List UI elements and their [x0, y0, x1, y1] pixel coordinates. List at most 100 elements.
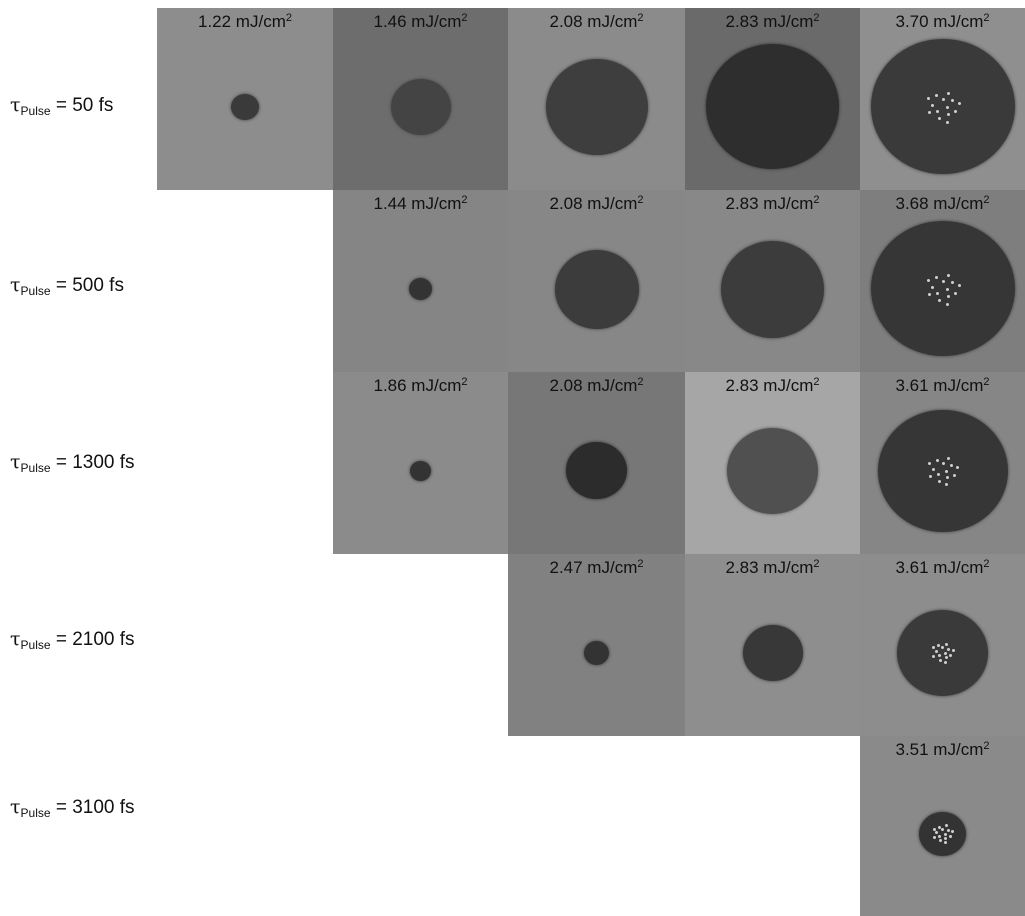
damage-speckle: [957, 283, 961, 287]
damage-speckle: [944, 824, 948, 828]
damage-speckle: [945, 469, 949, 473]
fluence-exponent: 2: [813, 558, 820, 570]
damage-speckle: [931, 646, 935, 650]
damage-speckle: [927, 111, 931, 115]
damage-speckle: [930, 103, 934, 107]
pulse-duration-value: = 50 fs: [50, 95, 114, 116]
fluence-label: 1.22 mJ/cm2: [157, 12, 333, 32]
damage-speckle: [941, 279, 945, 283]
damage-speckle: [938, 835, 942, 839]
damage-speckle: [936, 473, 940, 477]
fluence-exponent: 2: [983, 194, 990, 206]
damage-speckle: [944, 656, 948, 660]
damage-speckle: [943, 651, 947, 655]
damage-speckle: [949, 464, 953, 467]
fluence-label: 2.83 mJ/cm2: [685, 194, 860, 214]
micrograph-panel: 2.08 mJ/cm2: [508, 372, 685, 554]
tau-subscript: Pulse: [20, 638, 51, 652]
micrograph-panel: 1.46 mJ/cm2: [333, 8, 508, 190]
damage-speckle: [937, 644, 941, 648]
tau-symbol: τ: [10, 274, 21, 296]
tau-symbol: τ: [10, 628, 21, 650]
fluence-label: 1.46 mJ/cm2: [333, 12, 508, 32]
damage-speckle: [946, 456, 950, 460]
micrograph-panel: 3.51 mJ/cm2: [860, 736, 1025, 916]
damage-speckle: [950, 830, 954, 834]
fluence-value: 3.61 mJ/cm: [895, 558, 984, 577]
pulse-duration-value: = 2100 fs: [50, 629, 135, 650]
micrograph-panel: 2.08 mJ/cm2: [508, 8, 685, 190]
fluence-value: 2.08 mJ/cm: [549, 194, 638, 213]
ablation-spot: [554, 249, 639, 329]
fluence-value: 3.61 mJ/cm: [895, 376, 984, 395]
damage-speckle: [941, 97, 945, 101]
damage-speckle: [932, 655, 936, 659]
damage-speckle: [945, 642, 949, 646]
fluence-label: 2.08 mJ/cm2: [508, 376, 685, 396]
damage-speckle: [950, 281, 954, 285]
ablation-spot: [584, 641, 609, 666]
tau-symbol: τ: [10, 451, 21, 473]
damage-speckle: [954, 110, 958, 114]
ablation-spot: [410, 461, 431, 482]
damage-speckle: [950, 99, 954, 103]
micrograph-panel: 3.68 mJ/cm2: [860, 190, 1025, 372]
damage-speckle: [954, 292, 958, 296]
damage-speckle: [935, 459, 939, 463]
ablation-spot: [706, 44, 839, 170]
damage-speckle: [938, 480, 942, 484]
fluence-label: 2.83 mJ/cm2: [685, 376, 860, 396]
damage-speckle: [951, 649, 955, 653]
fluence-value: 2.83 mJ/cm: [725, 558, 814, 577]
damage-speckle: [941, 646, 945, 650]
fluence-exponent: 2: [813, 376, 820, 388]
fluence-label: 1.44 mJ/cm2: [333, 194, 508, 214]
damage-speckle: [946, 828, 950, 832]
damage-speckle: [937, 117, 941, 121]
micrograph-panel: 1.44 mJ/cm2: [333, 190, 508, 372]
fluence-value: 2.08 mJ/cm: [549, 12, 638, 31]
fluence-label: 3.61 mJ/cm2: [860, 376, 1025, 396]
fluence-value: 2.47 mJ/cm: [549, 558, 638, 577]
fluence-exponent: 2: [461, 376, 468, 388]
damage-speckle: [927, 461, 931, 465]
fluence-value: 1.46 mJ/cm: [373, 12, 462, 31]
ablation-spot: [897, 610, 988, 697]
fluence-exponent: 2: [637, 12, 644, 24]
ablation-spot: [566, 442, 627, 500]
micrograph-panel: 2.08 mJ/cm2: [508, 190, 685, 372]
fluence-value: 3.68 mJ/cm: [895, 194, 984, 213]
damage-speckle: [945, 483, 949, 487]
fluence-label: 1.86 mJ/cm2: [333, 376, 508, 396]
damage-speckle: [946, 476, 950, 480]
micrograph-panel: 1.86 mJ/cm2: [333, 372, 508, 554]
damage-speckle: [934, 93, 938, 97]
fluence-value: 2.08 mJ/cm: [549, 376, 638, 395]
ablation-spot: [231, 93, 259, 120]
fluence-exponent: 2: [813, 12, 820, 24]
ablation-spot: [919, 811, 966, 856]
pulse-duration-label: τPulse = 1300 fs: [10, 451, 135, 475]
damage-speckle: [952, 473, 956, 477]
micrograph-panel: 2.83 mJ/cm2: [685, 554, 860, 736]
fluence-exponent: 2: [983, 740, 990, 752]
tau-subscript: Pulse: [20, 461, 51, 475]
fluence-label: 3.61 mJ/cm2: [860, 558, 1025, 578]
micrograph-panel: 3.61 mJ/cm2: [860, 372, 1025, 554]
pulse-duration-value: = 500 fs: [50, 275, 124, 296]
damage-speckle: [937, 654, 941, 658]
damage-speckle: [939, 839, 943, 843]
ablation-spot: [870, 221, 1015, 357]
damage-speckle: [943, 832, 947, 836]
damage-speckle: [945, 302, 949, 306]
fluence-exponent: 2: [637, 558, 644, 570]
damage-speckle: [926, 279, 930, 283]
damage-speckle: [933, 835, 937, 839]
damage-speckle: [945, 287, 949, 291]
damage-speckle: [928, 474, 932, 478]
fluence-exponent: 2: [461, 194, 468, 206]
damage-speckle: [937, 299, 941, 303]
fluence-exponent: 2: [813, 194, 820, 206]
damage-speckle: [931, 467, 935, 471]
fluence-label: 3.70 mJ/cm2: [860, 12, 1025, 32]
